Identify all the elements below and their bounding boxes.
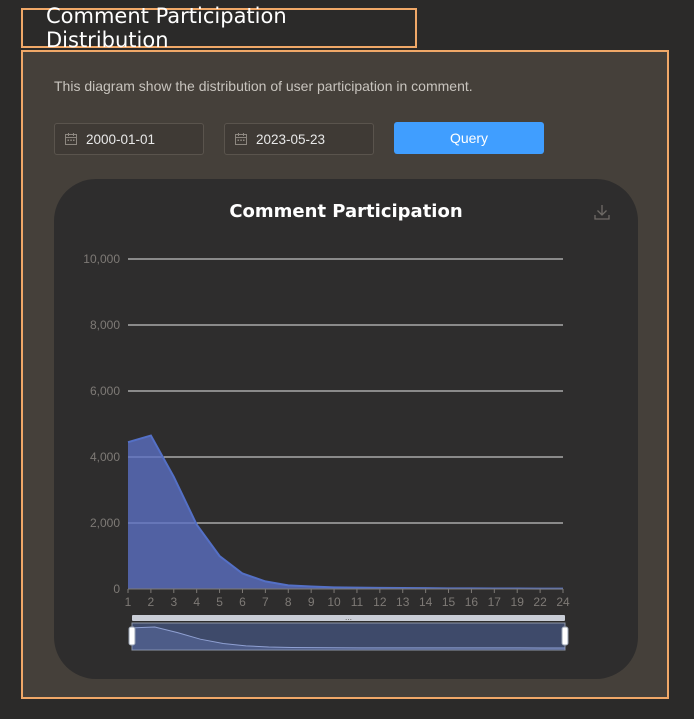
x-tick-label: 14 xyxy=(419,595,433,609)
y-tick-label: 8,000 xyxy=(90,318,120,332)
calendar-icon xyxy=(235,133,247,145)
chart-card: 0 2,000 4,000 6,000 8,000 10,000 1 2 3 4 5 6 7 8 9 10 11… xyxy=(54,179,638,679)
page-description: This diagram show the distribution of us… xyxy=(54,78,473,94)
content-panel: This diagram show the distribution of us… xyxy=(21,50,669,699)
chart-title: Comment Participation xyxy=(229,201,463,222)
calendar-icon xyxy=(65,133,77,145)
end-date-input[interactable] xyxy=(256,131,356,147)
x-tick-label: 8 xyxy=(285,595,292,609)
y-tick-label: 4,000 xyxy=(90,450,120,464)
page-title: Comment Participation Distribution xyxy=(21,4,417,52)
x-tick-label: 5 xyxy=(216,595,223,609)
y-tick-label: 0 xyxy=(113,582,120,596)
x-tick-label: 22 xyxy=(533,595,547,609)
y-tick-label: 2,000 xyxy=(90,516,120,530)
zoom-slider-bar xyxy=(132,615,565,621)
query-button[interactable]: Query xyxy=(394,122,544,154)
zoom-grip: … xyxy=(345,614,352,622)
x-tick-label: 9 xyxy=(308,595,315,609)
x-tick-label: 11 xyxy=(351,595,364,609)
zoom-preview-area xyxy=(132,627,565,650)
x-tick-label: 4 xyxy=(193,595,200,609)
end-date-picker[interactable] xyxy=(224,123,374,155)
x-tick-label: 24 xyxy=(556,595,570,609)
area-fill xyxy=(128,435,563,589)
zoom-preview-line xyxy=(131,626,565,649)
zoom-handle-left[interactable] xyxy=(128,626,136,646)
zoom-handle-right[interactable] xyxy=(561,626,569,646)
x-tick-label: 2 xyxy=(148,595,155,609)
y-tick-label: 10,000 xyxy=(83,252,120,266)
x-tick-label: 7 xyxy=(262,595,269,609)
start-date-picker[interactable] xyxy=(54,123,204,155)
x-tick-label: 6 xyxy=(239,595,246,609)
x-tick-label: 13 xyxy=(396,595,410,609)
x-tick-label: 15 xyxy=(442,595,456,609)
x-tick-label: 1 xyxy=(125,595,132,609)
x-tick-label: 12 xyxy=(373,595,387,609)
download-icon[interactable] xyxy=(594,204,610,220)
start-date-input[interactable] xyxy=(86,131,186,147)
x-tick-label: 3 xyxy=(170,595,177,609)
y-tick-label: 6,000 xyxy=(90,384,120,398)
x-tick-label: 17 xyxy=(488,595,502,609)
x-tick-label: 16 xyxy=(465,595,479,609)
x-tick-label: 19 xyxy=(511,595,525,609)
x-tick-label: 10 xyxy=(327,595,341,609)
series-line xyxy=(127,434,563,590)
